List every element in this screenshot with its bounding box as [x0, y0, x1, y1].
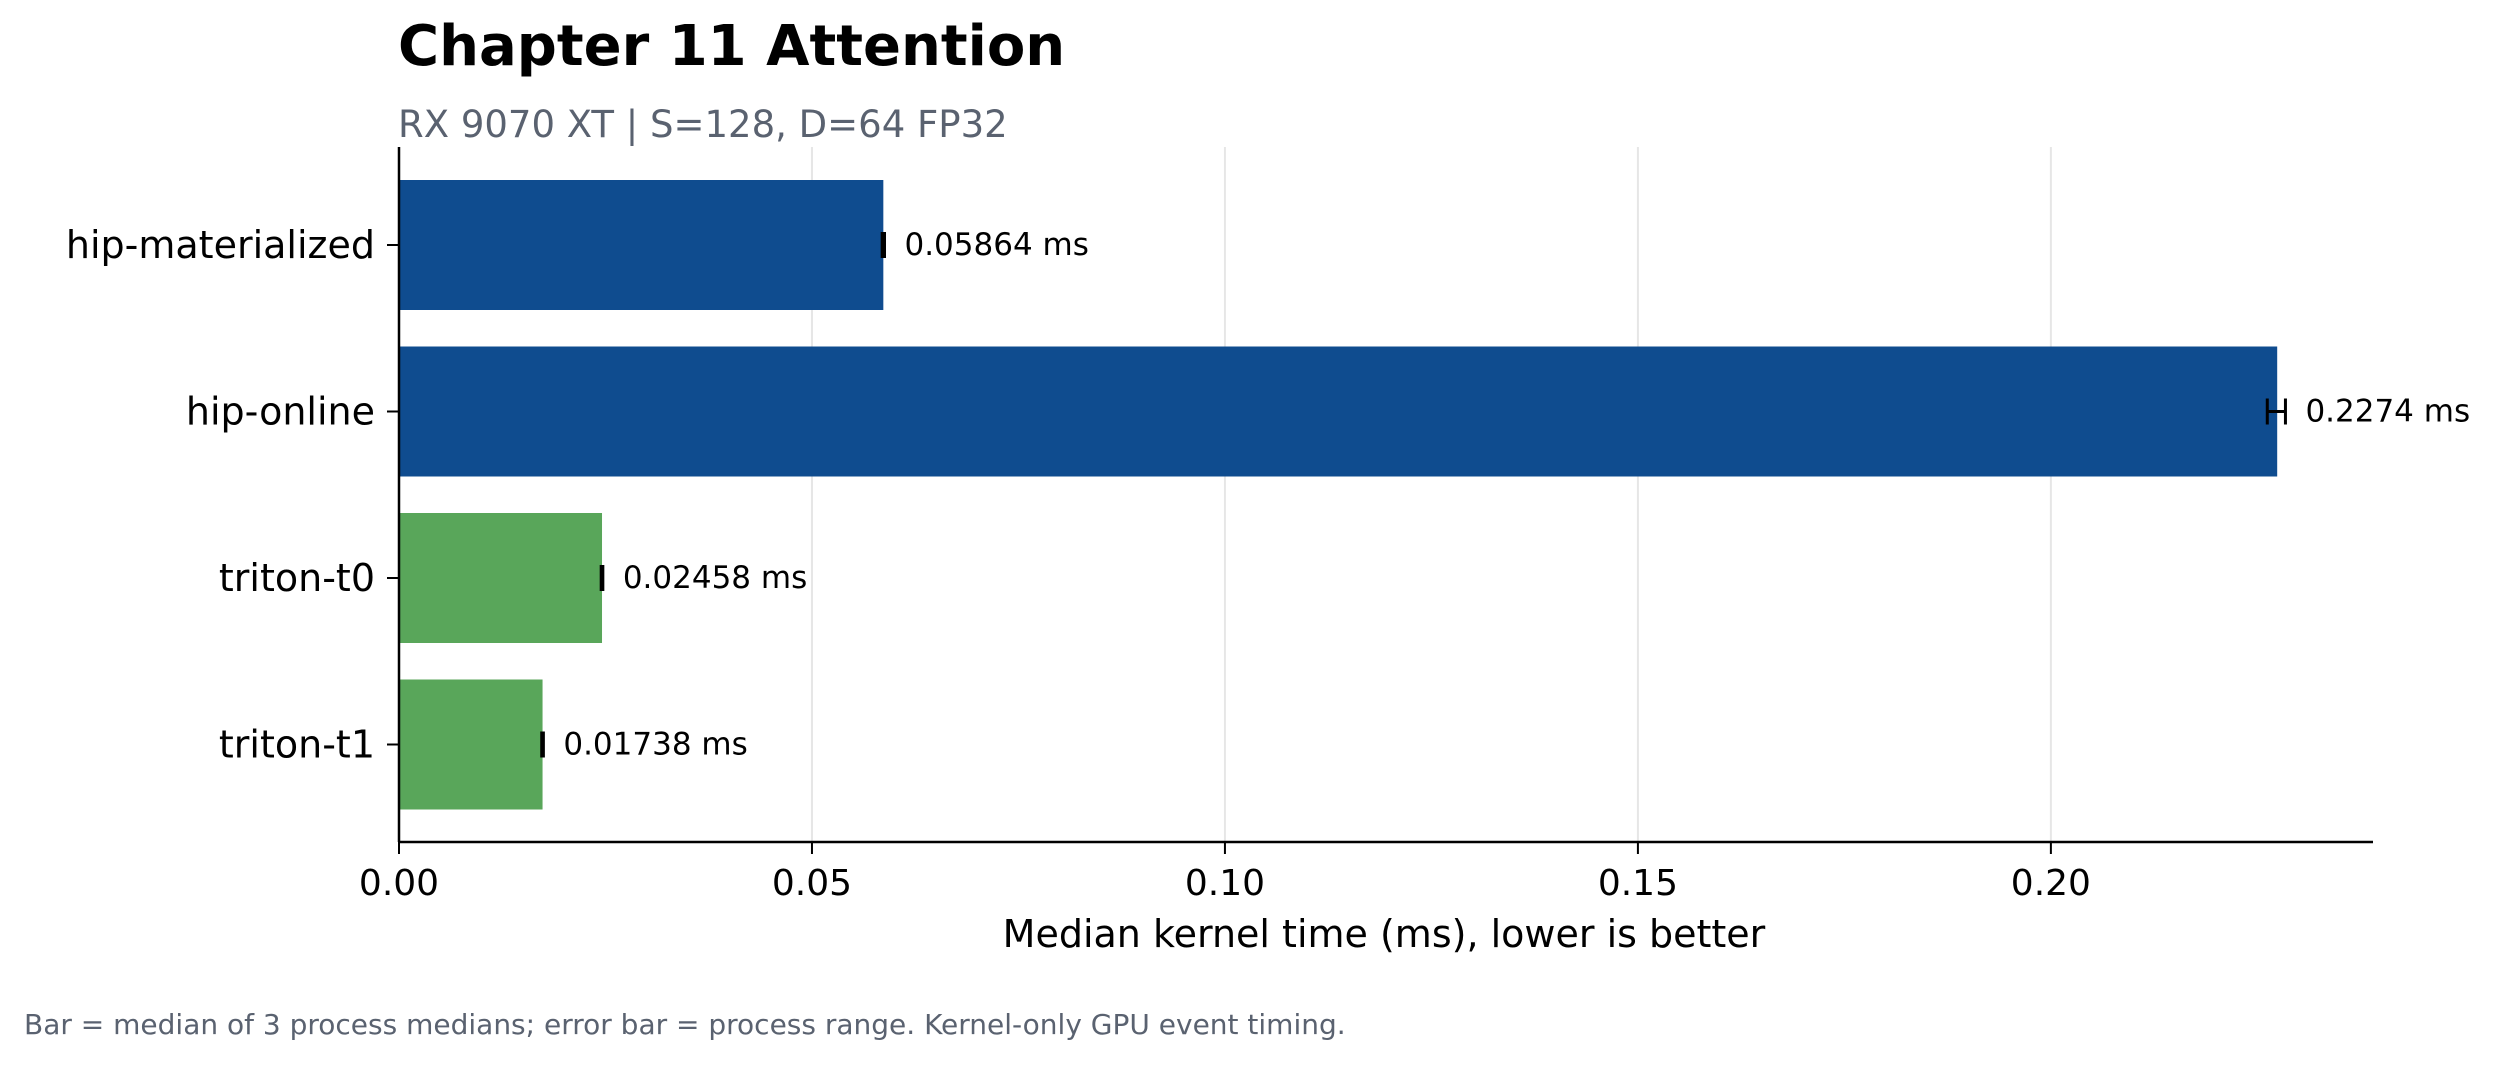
error-bar: [880, 232, 886, 258]
error-bar: [2265, 398, 2287, 425]
error-bar: [540, 731, 545, 758]
bar-triton-t1: [399, 679, 543, 810]
x-axis-label: Median kernel time (ms), lower is better: [1003, 912, 1766, 956]
bars: [399, 180, 2287, 810]
bar-chart: 0.00 0.05 0.10 0.15 0.20 0.05864 ms hip-materi…: [66, 147, 2470, 956]
bar-hip-materialized: [399, 180, 884, 310]
x-tick-label: 0.10: [1185, 863, 1265, 904]
bar-triton-t0: [399, 513, 603, 643]
labels: 0.00 0.05 0.10 0.15 0.20 0.05864 ms hip-materi…: [66, 223, 2470, 904]
data-label: 0.05864 ms: [904, 227, 1088, 263]
axes: [387, 147, 2373, 854]
chart-title: Chapter 11 Attention: [398, 14, 1066, 79]
y-tick-label: triton-t0: [219, 556, 375, 600]
error-bar: [599, 565, 605, 591]
chart-subtitle: RX 9070 XT | S=128, D=64 FP32: [398, 103, 1008, 146]
data-label: 0.01738 ms: [563, 727, 747, 763]
data-label: 0.02458 ms: [623, 560, 807, 596]
x-tick-label: 0.15: [1598, 863, 1678, 904]
y-tick-label: hip-materialized: [66, 223, 375, 267]
y-tick-label: triton-t1: [219, 723, 375, 767]
data-label: 0.2274 ms: [2305, 394, 2470, 430]
y-tick-label: hip-online: [186, 390, 375, 434]
x-tick-label: 0.00: [359, 863, 439, 904]
bar-hip-online: [399, 346, 2278, 477]
footnote: Bar = median of 3 process medians; error…: [24, 1008, 1346, 1041]
x-tick-label: 0.20: [2011, 863, 2091, 904]
x-tick-label: 0.05: [772, 863, 852, 904]
